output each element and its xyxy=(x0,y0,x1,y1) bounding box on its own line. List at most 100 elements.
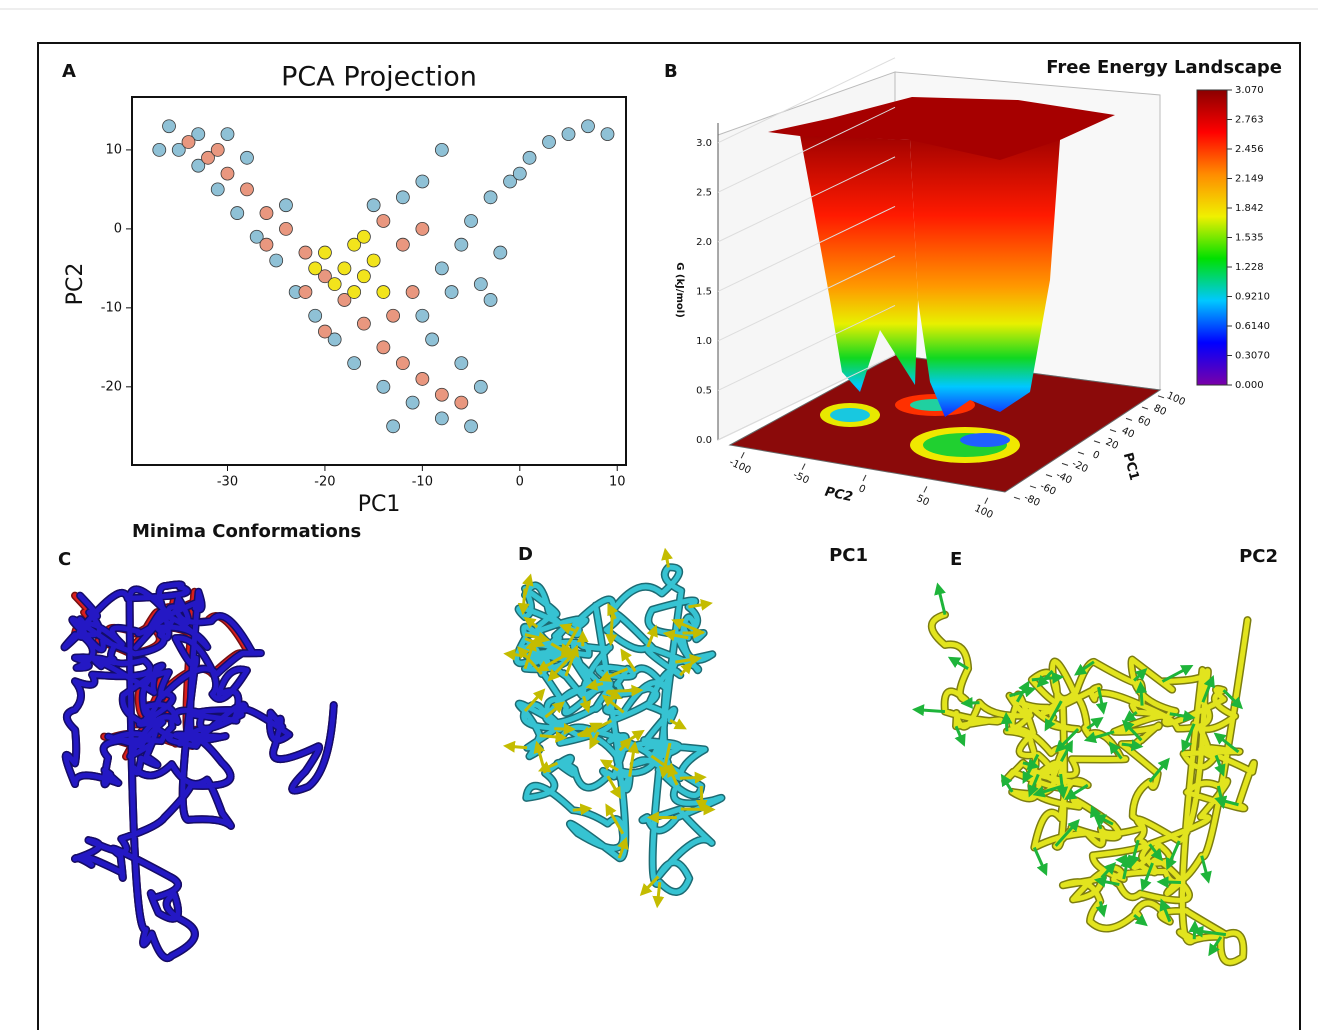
colorbar-tick-label: 2.763 xyxy=(1235,115,1264,126)
backbone-tube xyxy=(64,584,333,958)
scatter-point xyxy=(416,309,429,322)
mode-arrow xyxy=(701,786,702,806)
scatter-point xyxy=(387,309,400,322)
scatter-point xyxy=(377,380,390,393)
x-tick xyxy=(802,464,805,470)
scatter-point xyxy=(270,254,283,267)
y-tick-label: 60 xyxy=(1136,414,1152,429)
scatter-point xyxy=(387,420,400,433)
scatter-point xyxy=(426,333,439,346)
mode-arrow xyxy=(1006,718,1007,731)
mode-arrow xyxy=(540,736,562,738)
mode-arrow xyxy=(523,589,525,610)
mode-arrow xyxy=(611,611,612,640)
scatter-point xyxy=(582,120,595,133)
mode-arrow xyxy=(939,588,945,614)
scatter-point xyxy=(260,207,273,220)
y-tick-label: -20 xyxy=(1070,458,1089,475)
scatter-point xyxy=(357,230,370,243)
scatter-point xyxy=(416,175,429,188)
scatter-point xyxy=(338,262,351,275)
mode-arrow xyxy=(680,777,701,778)
scatter-point xyxy=(435,388,448,401)
scatter-point xyxy=(435,262,448,275)
scatter-point xyxy=(435,412,448,425)
y-tick-label: -60 xyxy=(1038,481,1057,498)
y-tick-label: -10 xyxy=(101,300,122,315)
scatter-point xyxy=(182,136,195,149)
y-tick xyxy=(1014,497,1020,499)
z-axis-label: G (kJ/mol) xyxy=(674,262,685,318)
z-tick-label: 3.0 xyxy=(696,138,712,149)
z-tick-label: 1.0 xyxy=(696,336,712,347)
y-tick-label: -20 xyxy=(101,379,122,394)
panel-title: PC2 xyxy=(1239,546,1278,567)
panel-title: Minima Conformations xyxy=(132,521,361,542)
scatter-point xyxy=(543,136,556,149)
colorbar-tick-label: 0.3070 xyxy=(1235,351,1270,362)
mode-arrow xyxy=(509,746,527,748)
y-tick xyxy=(1078,452,1084,454)
x-axis-label: PC1 xyxy=(358,492,401,517)
mode-arrow xyxy=(681,809,710,810)
backbone-tube xyxy=(932,615,1254,963)
scatter-point xyxy=(240,183,253,196)
y-tick xyxy=(1094,441,1100,443)
colorbar-tick-label: 2.149 xyxy=(1235,174,1264,185)
z-tick-label: 2.0 xyxy=(696,237,712,248)
colorbar xyxy=(1197,90,1227,385)
y-tick-label: 20 xyxy=(1104,437,1120,452)
panel-letter: D xyxy=(518,544,533,565)
scatter-point xyxy=(240,151,253,164)
x-tick-label: -10 xyxy=(412,475,433,490)
mode-arrow xyxy=(658,882,660,902)
mode-arrow xyxy=(608,690,638,691)
scatter-point xyxy=(601,128,614,141)
y-tick xyxy=(1142,407,1148,409)
colorbar-tick-label: 1.842 xyxy=(1235,203,1264,214)
floor-basin xyxy=(960,433,1010,447)
scatter-point xyxy=(328,278,341,291)
panel-letter: E xyxy=(950,549,962,570)
colorbar-tick-label: 0.9210 xyxy=(1235,292,1270,303)
scatter-point xyxy=(445,286,458,299)
scatter-point xyxy=(484,293,497,306)
scatter-point xyxy=(309,309,322,322)
scatter-point xyxy=(465,420,478,433)
scatter-point xyxy=(348,286,361,299)
z-tick-label: 0.0 xyxy=(696,435,712,446)
panel-letter: C xyxy=(58,549,71,570)
mode-arrow xyxy=(967,703,980,704)
z-tick-label: 0.5 xyxy=(696,385,712,396)
mode-arrow xyxy=(1034,847,1044,870)
scatter-point xyxy=(221,128,234,141)
scatter-point xyxy=(231,207,244,220)
scatter-point xyxy=(455,396,468,409)
scatter-point xyxy=(367,199,380,212)
scatter-point xyxy=(494,246,507,259)
scatter-point xyxy=(406,396,419,409)
x-tick-label: 10 xyxy=(609,475,626,490)
scatter-point xyxy=(396,357,409,370)
y-tick-label: 40 xyxy=(1120,425,1136,440)
z-tick-label: 2.5 xyxy=(696,187,712,198)
panel-letter: A xyxy=(62,61,76,82)
z-tick-label: 1.5 xyxy=(696,286,712,297)
scatter-point xyxy=(406,286,419,299)
x-tick xyxy=(985,498,988,504)
scatter-point xyxy=(435,143,448,156)
3d-box xyxy=(718,72,1160,492)
mode-arrow xyxy=(1141,687,1142,706)
scatter-point xyxy=(163,120,176,133)
scatter-point xyxy=(279,199,292,212)
y-tick xyxy=(1046,475,1052,477)
x-tick-label: -100 xyxy=(727,457,752,477)
x-tick-label: -30 xyxy=(217,475,238,490)
y-tick xyxy=(1158,396,1164,398)
scatter-point xyxy=(513,167,526,180)
y-axis-label: PC1 xyxy=(1120,451,1142,482)
scatter-point xyxy=(377,214,390,227)
scatter-point xyxy=(260,238,273,251)
scatter-point xyxy=(455,238,468,251)
scatter-point xyxy=(416,222,429,235)
